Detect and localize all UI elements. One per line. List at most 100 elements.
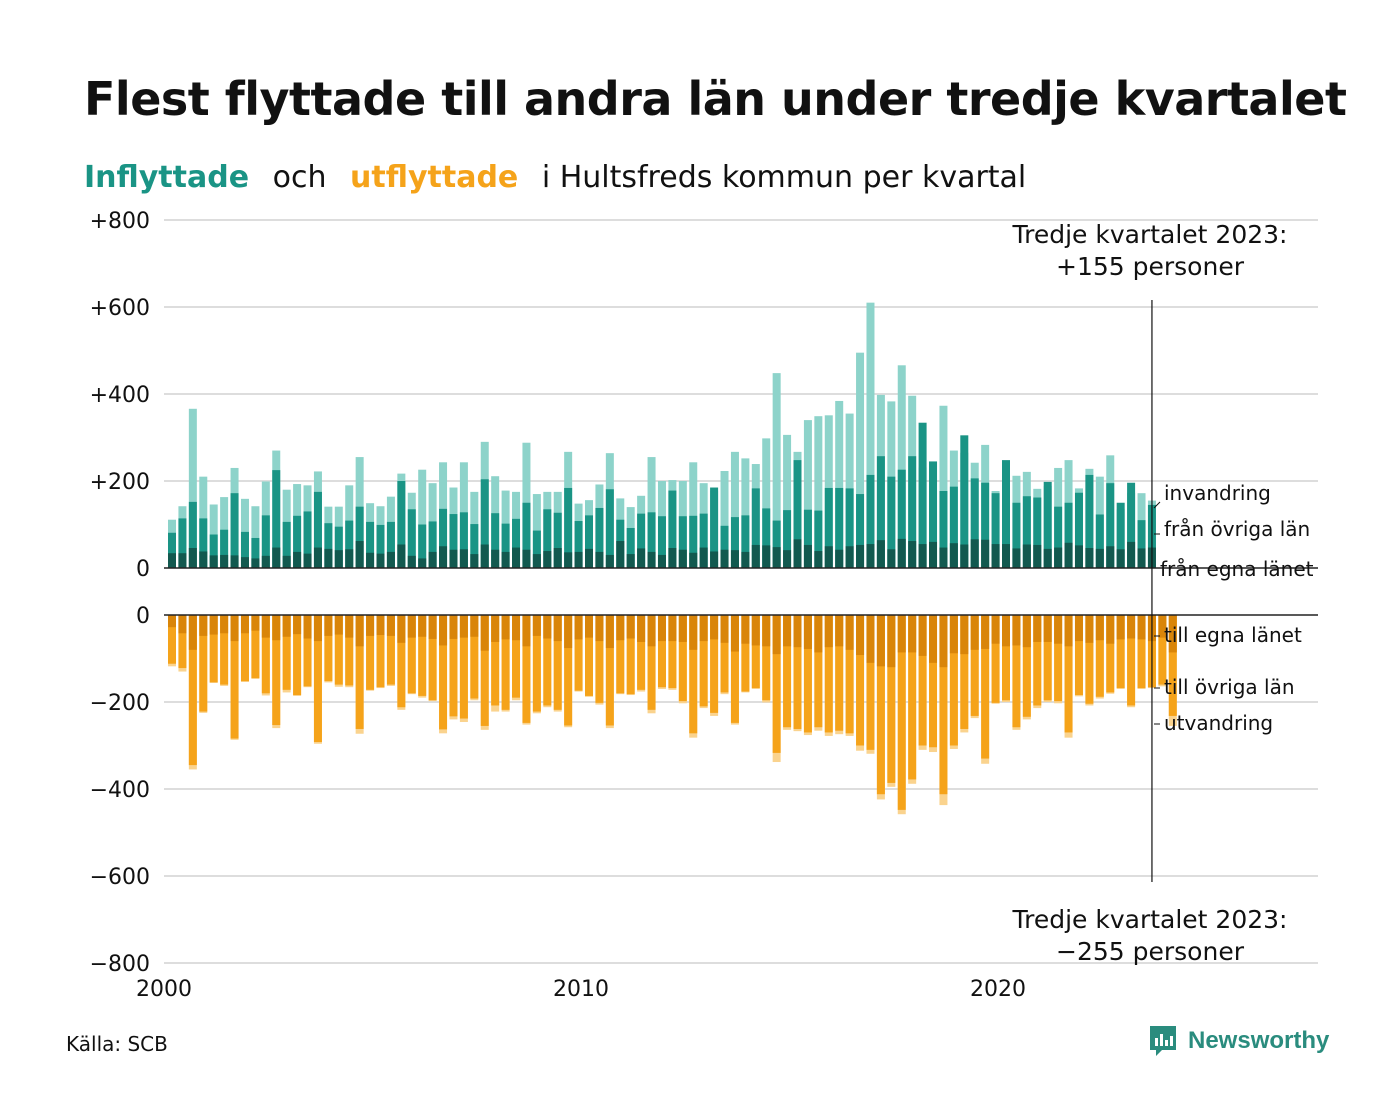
bar-out-egna-lanet — [334, 615, 343, 635]
bar-in-ovriga-lan — [939, 491, 948, 568]
bar-out-ovriga-lan — [678, 615, 687, 702]
bar-out-ovriga-lan — [334, 615, 343, 685]
bar-out-ovriga-lan — [668, 615, 677, 689]
bar-in-egna-lanet — [814, 551, 823, 568]
bar-in-egna-lanet — [532, 554, 541, 568]
bar-in-egna-lanet — [939, 547, 948, 568]
bar-out-egna-lanet — [366, 615, 375, 636]
bar-in-egna-lanet — [303, 553, 312, 568]
bar-out-egna-lanet — [220, 615, 229, 634]
bar-in-ovriga-lan — [960, 435, 969, 568]
bar-in-egna-lanet — [1074, 545, 1083, 568]
bar-in-ovriga-lan — [1074, 492, 1083, 568]
bar-out-ovriga-lan — [814, 615, 823, 728]
bar-in-egna-lanet — [220, 554, 229, 568]
bar-out-egna-lanet — [564, 615, 573, 649]
bar-in-ovriga-lan — [459, 512, 468, 568]
bar-out-egna-lanet — [501, 615, 510, 640]
bar-in-ovriga-lan — [491, 513, 500, 568]
bar-out-ovriga-lan — [626, 615, 635, 695]
bar-out-ovriga-lan — [762, 615, 771, 701]
label-till-egna-lanet: till egna länet — [1164, 623, 1302, 647]
bar-in-ovriga-lan — [334, 526, 343, 568]
bar-out-egna-lanet — [178, 615, 187, 634]
bar-in-egna-lanet — [929, 541, 938, 568]
bar-in-invandring — [762, 438, 771, 568]
bar-out-ovriga-lan — [866, 615, 875, 750]
bar-out-egna-lanet — [345, 615, 354, 638]
bar-in-ovriga-lan — [1002, 460, 1010, 568]
bar-out-egna-lanet — [418, 615, 427, 637]
bar-in-egna-lanet — [991, 544, 1000, 568]
bar-in-egna-lanet — [595, 551, 604, 568]
bar-in-ovriga-lan — [1095, 514, 1104, 568]
bar-in-egna-lanet — [1054, 547, 1063, 568]
bar-out-ovriga-lan — [324, 615, 333, 682]
bar-in-invandring — [730, 451, 739, 568]
bar-out-ovriga-lan — [710, 615, 719, 713]
bar-out-ovriga-lan — [199, 615, 208, 712]
bar-in-egna-lanet — [626, 554, 635, 568]
bar-out-egna-lanet — [272, 615, 281, 641]
bar-out-egna-lanet — [1158, 615, 1167, 638]
bar-in-egna-lanet — [585, 548, 593, 568]
bar-out-egna-lanet — [710, 615, 719, 640]
bar-in-ovriga-lan — [199, 518, 208, 568]
bar-out-egna-lanet — [261, 615, 270, 638]
bar-out-egna-lanet — [741, 615, 750, 644]
bar-in-egna-lanet — [668, 547, 677, 568]
bar-in-ovriga-lan — [1116, 502, 1125, 568]
bar-out-ovriga-lan — [991, 615, 1000, 703]
bar-out-egna-lanet — [428, 615, 437, 639]
bar-out-ovriga-lan — [1116, 615, 1125, 689]
bar-in-egna-lanet — [866, 544, 875, 568]
bar-in-egna-lanet — [897, 538, 906, 568]
bar-out-egna-lanet — [1033, 615, 1042, 642]
bar-in-egna-lanet — [293, 551, 302, 568]
bar-in-ovriga-lan — [876, 456, 885, 568]
bar-in-ovriga-lan — [272, 470, 281, 568]
bar-in-ovriga-lan — [428, 521, 437, 568]
bar-in-egna-lanet — [876, 540, 885, 568]
bar-in-egna-lanet — [376, 553, 385, 568]
y-tick-label-bottom: −400 — [90, 778, 150, 803]
bar-in-ovriga-lan — [762, 508, 771, 568]
bar-out-ovriga-lan — [376, 615, 385, 688]
bar-out-ovriga-lan — [897, 615, 906, 810]
bar-in-egna-lanet — [1085, 547, 1094, 568]
bar-in-ovriga-lan — [1054, 506, 1063, 568]
bar-out-egna-lanet — [480, 615, 489, 651]
bar-in-egna-lanet — [188, 547, 197, 568]
bar-in-egna-lanet — [949, 543, 958, 568]
bar-in-ovriga-lan — [1064, 502, 1073, 568]
bar-out-egna-lanet — [230, 615, 239, 642]
bar-in-ovriga-lan — [522, 502, 531, 568]
y-tick-label-bottom: −800 — [90, 952, 150, 977]
bar-out-ovriga-lan — [459, 615, 468, 719]
label-till-ovriga-lan: till övriga län — [1164, 675, 1295, 699]
bar-out-ovriga-lan — [240, 615, 249, 682]
bar-in-invandring — [814, 416, 823, 568]
bar-in-ovriga-lan — [439, 508, 448, 568]
bar-in-ovriga-lan — [637, 513, 646, 568]
bar-out-ovriga-lan — [209, 615, 218, 683]
bar-out-ovriga-lan — [772, 615, 781, 753]
bar-in-ovriga-lan — [689, 515, 698, 568]
bar-out-egna-lanet — [657, 615, 666, 642]
subtitle-och: och — [272, 160, 327, 195]
bar-out-egna-lanet — [1137, 615, 1146, 640]
bar-in-ovriga-lan — [480, 479, 489, 568]
bar-in-ovriga-lan — [355, 506, 364, 568]
bar-out-ovriga-lan — [1158, 615, 1167, 685]
bar-in-invandring — [803, 420, 812, 568]
bar-in-egna-lanet — [845, 546, 854, 568]
bar-in-ovriga-lan — [856, 494, 865, 568]
bar-in-egna-lanet — [491, 549, 500, 568]
bar-out-ovriga-lan — [835, 615, 844, 731]
bar-in-egna-lanet — [970, 539, 979, 568]
bar-out-ovriga-lan — [220, 615, 229, 685]
label-fran-egna-lanet: från egna länet — [1160, 557, 1314, 581]
bar-in-egna-lanet — [1022, 544, 1031, 568]
bar-out-egna-lanet — [1012, 615, 1021, 646]
bar-in-ovriga-lan — [188, 501, 197, 568]
